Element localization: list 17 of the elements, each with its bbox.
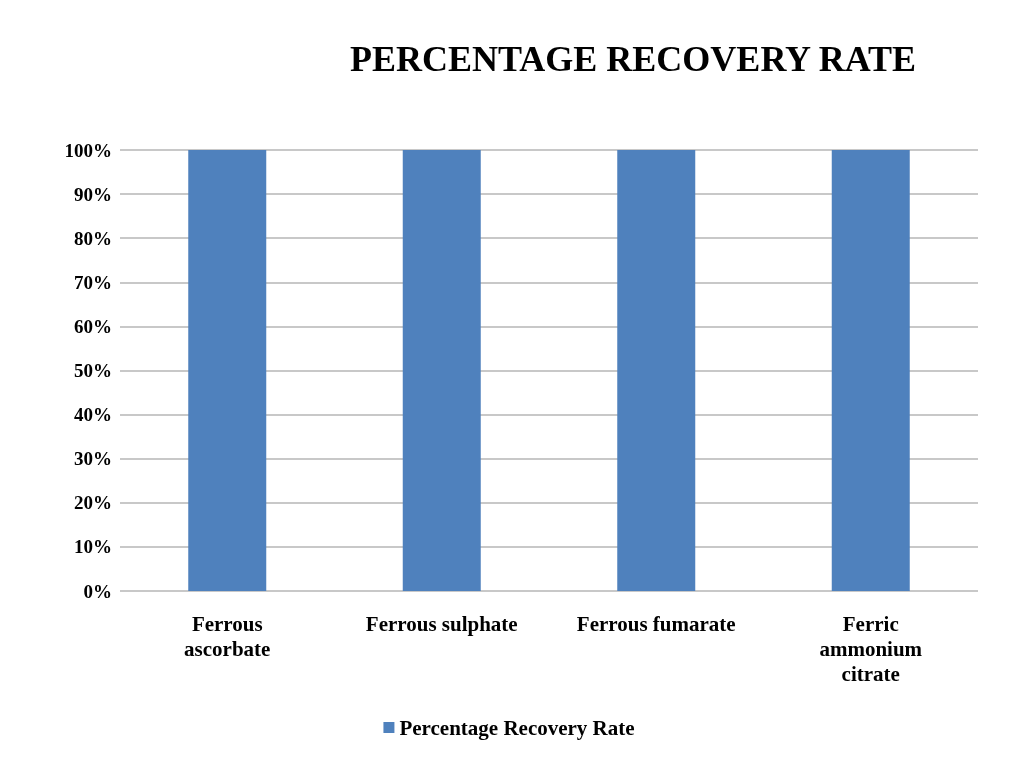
y-tick-label: 0% xyxy=(83,580,112,602)
x-tick-label: Ferrous sulphate xyxy=(365,611,518,636)
y-tick-label: 50% xyxy=(74,360,112,381)
y-tick-label: 40% xyxy=(74,404,112,426)
y-tick-label: 60% xyxy=(74,315,112,337)
y-tick-label: 30% xyxy=(74,448,112,470)
y-tick-label: 20% xyxy=(74,492,112,514)
y-tick-label: 100% xyxy=(64,139,112,161)
x-tick-label: Ferrous fumarate xyxy=(576,611,736,636)
x-tick-label: Ferrous ascorbate xyxy=(184,611,271,661)
y-tick-label: 90% xyxy=(74,183,112,205)
y-tick-label: 10% xyxy=(74,536,112,558)
y-tick-label: 80% xyxy=(74,227,112,249)
legend-label: Percentage Recovery Rate xyxy=(399,715,635,740)
x-tick-label: Ferric ammonium citrate xyxy=(819,611,923,686)
y-tick-label: 70% xyxy=(74,271,112,293)
chart-title: PERCENTAGE RECOVERY RATE xyxy=(350,39,917,79)
